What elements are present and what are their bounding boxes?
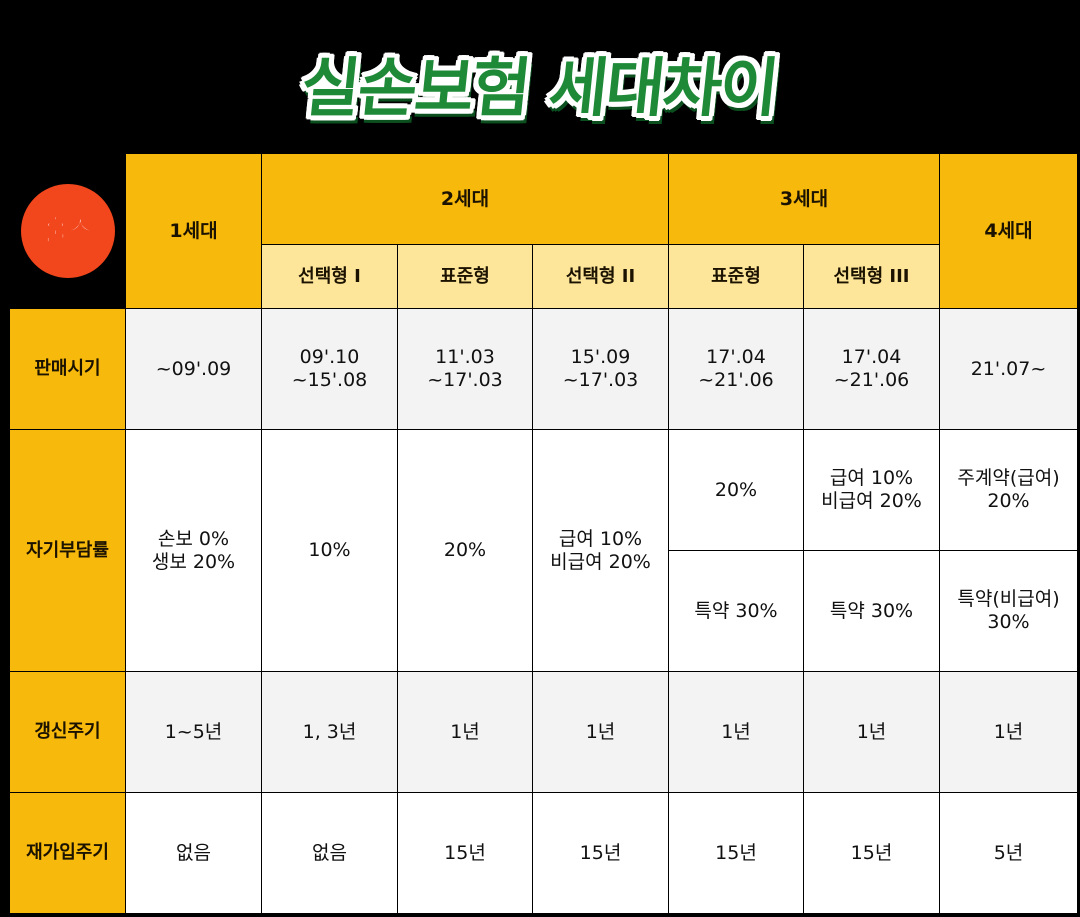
header-gen-4: 4세대: [940, 154, 1077, 308]
header-gen-3: 3세대: [669, 154, 939, 244]
table-cell: 09'.10 ~15'.08: [262, 309, 397, 429]
table-cell: 20%: [669, 430, 803, 550]
table-cell: 없음: [126, 793, 261, 913]
table-cell: 없음: [262, 793, 397, 913]
row-label-copay: 자기부담률: [10, 430, 125, 671]
brand-logo: 훌스: [20, 184, 115, 278]
table-cell: 15년: [398, 793, 532, 913]
table-cell: 20%: [398, 430, 532, 671]
table-cell: 특약 30%: [669, 551, 803, 671]
table-cell: 5년: [940, 793, 1077, 913]
subheader-gen2-select2: 선택형 II: [533, 245, 668, 308]
table-cell: 급여 10% 비급여 20%: [804, 430, 939, 550]
table-cell: 1, 3년: [262, 672, 397, 792]
table-cell: 1년: [398, 672, 532, 792]
header-gen-1: 1세대: [126, 154, 261, 308]
header-gen-2: 2세대: [262, 154, 668, 244]
table-cell: 1년: [669, 672, 803, 792]
page-title-wrapper: 실손보험 세대차이: [0, 28, 1080, 138]
table-cell: 1년: [533, 672, 668, 792]
table-cell: 15년: [669, 793, 803, 913]
row-label-sale-period: 판매시기: [10, 309, 125, 429]
table-cell: 1년: [940, 672, 1077, 792]
table-cell: 17'.04 ~21'.06: [669, 309, 803, 429]
table-cell: 1년: [804, 672, 939, 792]
table-cell: 1~5년: [126, 672, 261, 792]
comparison-table: 훌스 1세대 2세대 3세대 4세대 선택형 I 표준형 선택형 II 표준형 …: [10, 154, 1077, 913]
table-cell: 10%: [262, 430, 397, 671]
table-cell: ~09'.09: [126, 309, 261, 429]
table-cell: 15년: [533, 793, 668, 913]
table-corner: 훌스: [10, 154, 125, 308]
row-label-renewal: 갱신주기: [10, 672, 125, 792]
row-label-reenroll: 재가입주기: [10, 793, 125, 913]
table-cell: 17'.04 ~21'.06: [804, 309, 939, 429]
subheader-gen3-standard: 표준형: [669, 245, 803, 308]
brand-logo-text: 훌스: [42, 214, 94, 248]
subheader-gen2-standard: 표준형: [398, 245, 532, 308]
table-cell: 특약(비급여) 30%: [940, 551, 1077, 671]
subheader-gen3-select3: 선택형 III: [804, 245, 939, 308]
subheader-gen2-select1: 선택형 I: [262, 245, 397, 308]
table-cell: 급여 10% 비급여 20%: [533, 430, 668, 671]
page-title: 실손보험 세대차이: [297, 52, 781, 126]
table-cell: 손보 0% 생보 20%: [126, 430, 261, 671]
table-cell: 21'.07~: [940, 309, 1077, 429]
table-cell: 특약 30%: [804, 551, 939, 671]
table-cell: 11'.03 ~17'.03: [398, 309, 532, 429]
table-cell: 15년: [804, 793, 939, 913]
table-cell: 15'.09 ~17'.03: [533, 309, 668, 429]
table-cell: 주계약(급여) 20%: [940, 430, 1077, 550]
